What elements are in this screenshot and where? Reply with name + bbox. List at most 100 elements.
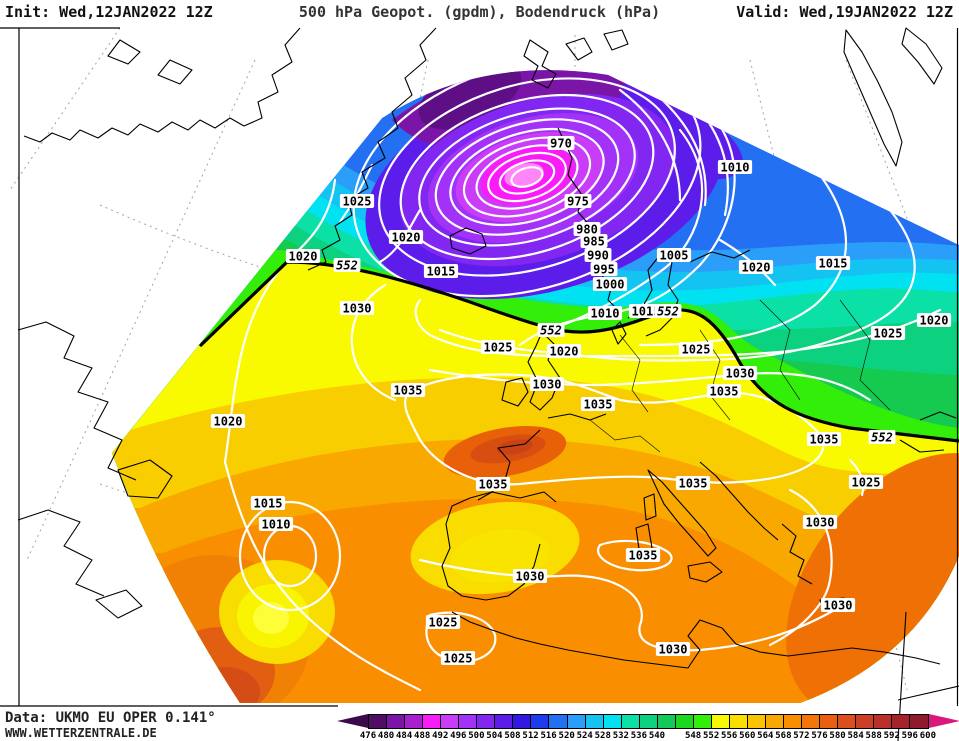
svg-text:985: 985 — [583, 235, 605, 249]
svg-text:1035: 1035 — [584, 398, 613, 412]
svg-text:1015: 1015 — [427, 265, 456, 279]
pressure-label: 1030 — [339, 301, 375, 316]
colorbar-tick-label: 492 — [432, 731, 449, 741]
pressure-label: 985 — [580, 234, 608, 249]
svg-text:1035: 1035 — [479, 478, 508, 492]
pressure-label: 1025 — [425, 615, 461, 630]
colorbar-tick-label: 552 — [702, 731, 720, 741]
pressure-label: 1035 — [675, 476, 711, 491]
colorbar-cell — [675, 715, 694, 728]
pressure-label: 1010 — [258, 517, 294, 532]
pressure-label: 990 — [584, 248, 612, 263]
colorbar-cell — [910, 715, 929, 728]
colorbar-tick-label: 584 — [847, 731, 864, 741]
colorbar-cell — [693, 715, 712, 728]
colorbar-tick-label: 524 — [576, 731, 593, 741]
colorbar-tick-label: 512 — [522, 731, 539, 741]
pressure-label: 1025 — [480, 340, 516, 355]
gph-552-label: 552 — [654, 304, 682, 319]
colorbar-tick-label: 504 — [486, 731, 503, 741]
svg-text:1025: 1025 — [429, 616, 458, 630]
pressure-label: 1010 — [717, 160, 753, 175]
colorbar-tick-label: 560 — [739, 731, 756, 741]
pressure-label: 1020 — [916, 313, 952, 328]
pressure-label: 1020 — [285, 249, 321, 264]
svg-text:1005: 1005 — [660, 249, 689, 263]
pressure-label: 1005 — [656, 248, 692, 263]
pressure-label: 1035 — [580, 397, 616, 412]
svg-text:1025: 1025 — [852, 476, 881, 490]
svg-text:1010: 1010 — [262, 518, 291, 532]
pressure-label: 1015 — [250, 496, 286, 511]
svg-text:1010: 1010 — [721, 161, 750, 175]
colorbar-cell — [657, 715, 676, 728]
pressure-label: 1035 — [475, 477, 511, 492]
colorbar-tick-label: 536 — [630, 731, 648, 741]
svg-text:1000: 1000 — [596, 278, 625, 292]
pressure-label: 1000 — [592, 277, 628, 292]
colorbar-tick-label: 484 — [395, 731, 413, 741]
colorbar-cell — [585, 715, 604, 728]
colorbar-tick-label: 500 — [468, 731, 485, 741]
svg-text:1015: 1015 — [819, 257, 848, 271]
svg-text:1030: 1030 — [533, 378, 562, 392]
pressure-label: 1015 — [423, 264, 459, 279]
colorbar-cell — [387, 715, 406, 728]
colorbar-cell — [531, 715, 550, 728]
data-source-label: Data: UKMO EU OPER 0.141° — [5, 710, 216, 726]
svg-text:1015: 1015 — [632, 305, 661, 319]
pressure-label: 1020 — [546, 344, 582, 359]
svg-text:1030: 1030 — [343, 302, 372, 316]
valid-time-label: Valid: Wed,19JAN2022 12Z — [736, 3, 953, 21]
colorbar-cell — [711, 715, 730, 728]
svg-text:1020: 1020 — [214, 415, 243, 429]
svg-text:1020: 1020 — [920, 314, 949, 328]
svg-text:980: 980 — [576, 223, 598, 237]
pressure-label: 1015 — [815, 256, 851, 271]
svg-text:1020: 1020 — [289, 250, 318, 264]
svg-text:1020: 1020 — [742, 261, 771, 275]
svg-text:1025: 1025 — [874, 327, 903, 341]
pressure-label: 1030 — [529, 377, 565, 392]
colorbar-tick-label: 564 — [757, 731, 774, 741]
colorbar-cell — [874, 715, 893, 728]
colorbar-cell — [802, 715, 821, 728]
colorbar-cell — [856, 715, 875, 728]
pressure-label: 980 — [573, 222, 601, 237]
svg-text:1020: 1020 — [392, 231, 421, 245]
pressure-label: 1025 — [848, 475, 884, 490]
svg-text:990: 990 — [587, 249, 609, 263]
pressure-label: 975 — [564, 194, 592, 209]
colorbar-cell — [459, 715, 478, 728]
pressure-label: 1025 — [339, 194, 375, 209]
colorbar-cell — [405, 715, 424, 728]
svg-text:1035: 1035 — [629, 549, 658, 563]
gph-552-label: 552 — [868, 430, 896, 445]
colorbar-cell — [549, 715, 568, 728]
pressure-label: 1035 — [706, 384, 742, 399]
pressure-label: 1025 — [678, 342, 714, 357]
svg-text:1030: 1030 — [806, 516, 835, 530]
svg-text:1020: 1020 — [550, 345, 579, 359]
colorbar-cell — [477, 715, 496, 728]
color-scale-bar — [337, 714, 959, 729]
colorbar-tick-label: 576 — [811, 731, 828, 741]
colorbar-tick-label: 508 — [504, 731, 521, 741]
pressure-label: 1025 — [440, 651, 476, 666]
colorbar-cell — [838, 715, 857, 728]
svg-text:1030: 1030 — [824, 599, 853, 613]
svg-text:995: 995 — [593, 263, 615, 277]
pressure-label: 1035 — [625, 548, 661, 563]
gph-552-label: 552 — [333, 258, 361, 273]
svg-text:970: 970 — [550, 137, 572, 151]
color-scale-cells — [368, 714, 930, 729]
pressure-label: 1020 — [210, 414, 246, 429]
svg-text:1035: 1035 — [394, 384, 423, 398]
pressure-label: 1030 — [802, 515, 838, 530]
colorbar-cell — [567, 715, 586, 728]
colorbar-tick-label: 588 — [865, 731, 882, 741]
colorbar-tick-label: 496 — [450, 731, 467, 741]
